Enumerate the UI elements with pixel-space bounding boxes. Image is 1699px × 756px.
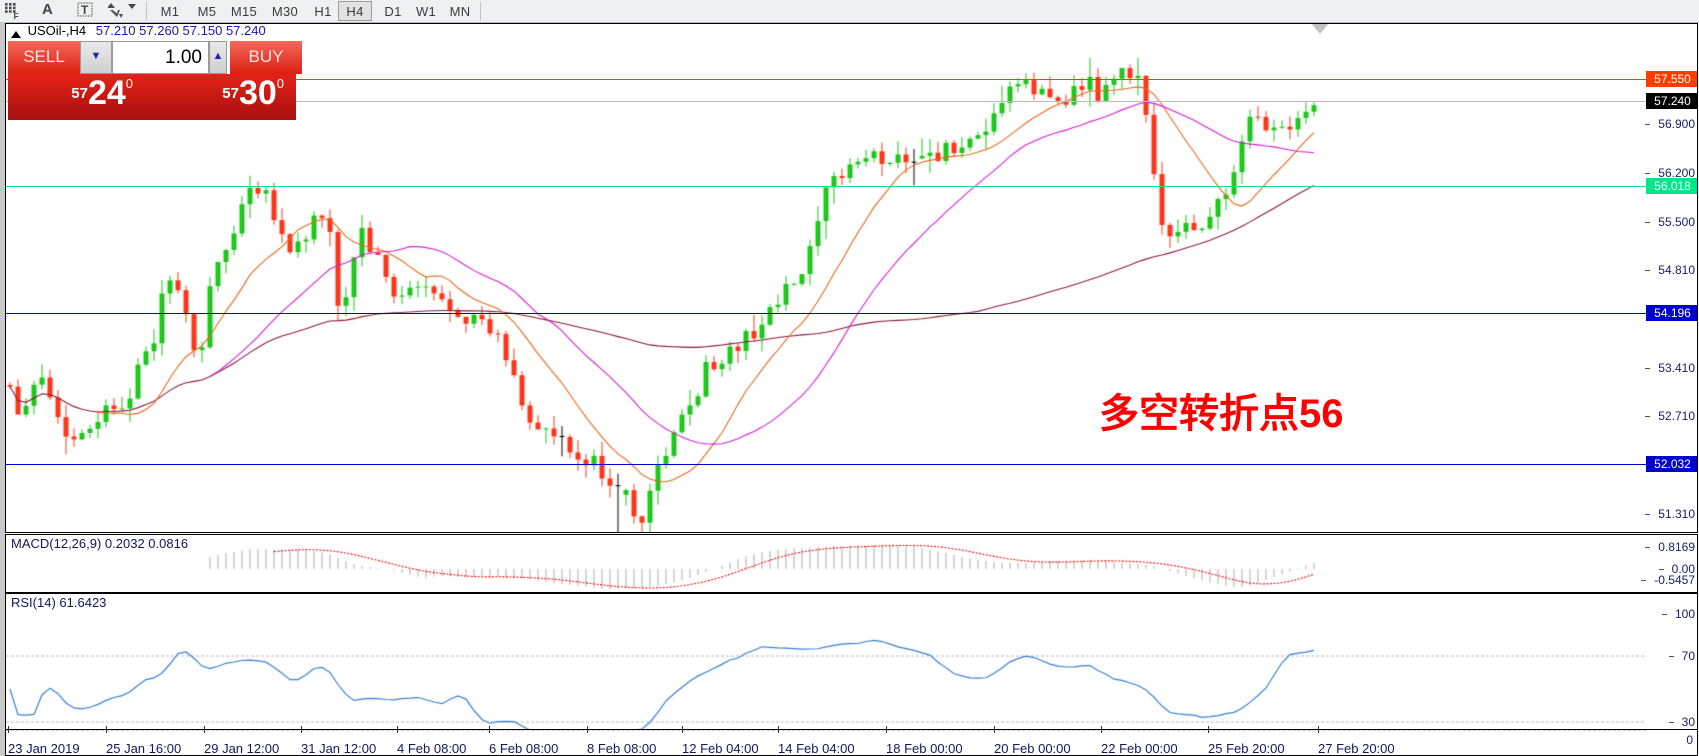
svg-text:T: T — [81, 3, 89, 17]
svg-text:F: F — [14, 11, 19, 20]
